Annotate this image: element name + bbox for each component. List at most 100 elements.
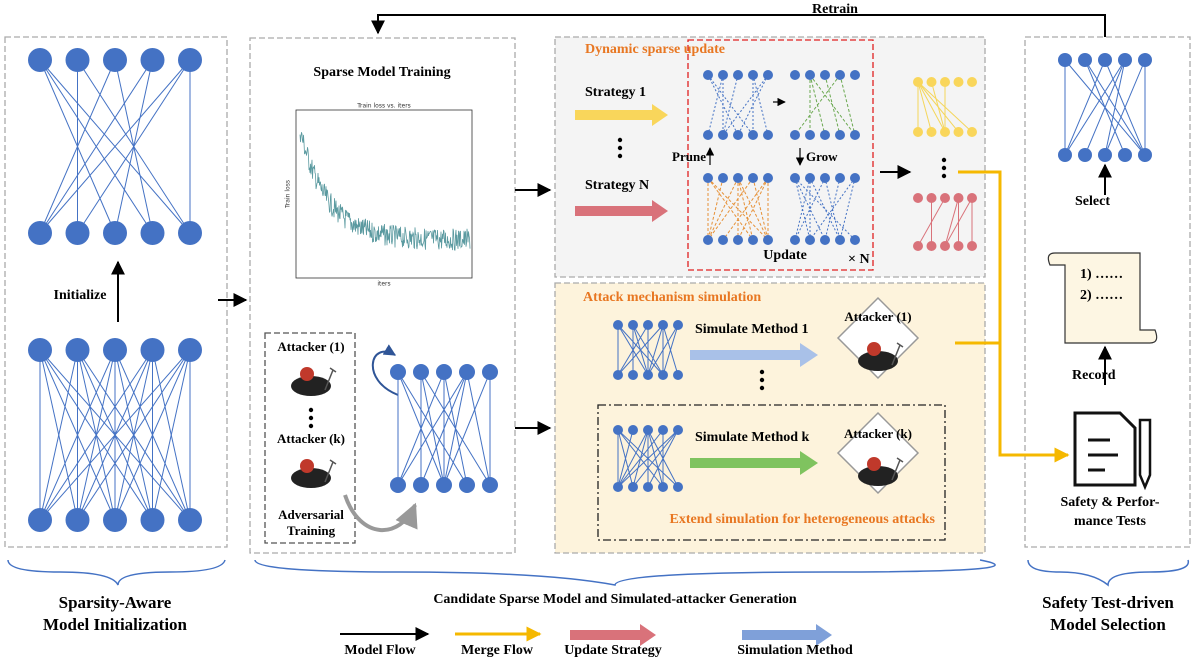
node <box>940 127 950 137</box>
attacker-fork <box>891 457 904 481</box>
node <box>673 320 683 330</box>
edge <box>647 429 679 488</box>
node <box>820 235 830 245</box>
merge-line <box>958 170 1070 463</box>
node <box>820 70 830 80</box>
strategy-1-arrow <box>575 104 668 126</box>
legend-method-arrow <box>742 624 832 646</box>
node <box>835 173 845 183</box>
pencil <box>1138 418 1152 491</box>
attack-box <box>554 282 986 554</box>
node <box>65 338 90 362</box>
network <box>28 48 202 245</box>
node <box>763 130 773 140</box>
node <box>140 221 165 245</box>
node <box>850 173 860 183</box>
node <box>913 241 923 251</box>
node <box>820 173 830 183</box>
node <box>953 241 964 251</box>
edge <box>707 177 754 241</box>
edge <box>443 371 468 486</box>
node <box>703 70 713 80</box>
plot-ylabel: Train loss <box>285 180 292 209</box>
node <box>967 127 977 137</box>
merge-flow <box>455 170 1070 642</box>
node <box>178 508 202 532</box>
brace <box>254 559 996 586</box>
extend-box <box>597 404 946 541</box>
node <box>718 130 728 140</box>
node <box>1058 148 1072 162</box>
section-label: Safety Test-driven <box>1042 593 1174 612</box>
node <box>763 235 773 245</box>
node <box>1098 53 1112 67</box>
attacker-icon <box>858 342 904 371</box>
node <box>1058 53 1072 67</box>
edge <box>722 177 769 241</box>
node <box>718 173 728 183</box>
network <box>703 173 773 245</box>
node <box>733 70 743 80</box>
edge <box>824 74 841 136</box>
node <box>436 364 452 380</box>
network <box>790 70 860 140</box>
node <box>820 130 830 140</box>
node <box>103 338 127 362</box>
edge <box>39 59 116 234</box>
middle-box <box>249 37 516 554</box>
doc-lines <box>1088 438 1118 472</box>
legend-label: Model Flow <box>344 643 416 658</box>
node <box>703 130 713 140</box>
node <box>178 48 202 72</box>
node <box>940 241 950 251</box>
node <box>459 477 475 493</box>
dot <box>759 377 765 383</box>
strategy-n-arrow <box>575 200 668 222</box>
legend-label: Merge Flow <box>461 643 534 658</box>
node <box>140 508 165 532</box>
node <box>28 48 52 72</box>
node <box>835 70 845 80</box>
doc <box>1073 411 1137 487</box>
edge <box>39 349 78 521</box>
node <box>1138 53 1152 67</box>
section-label: Model Initialization <box>43 615 188 634</box>
node <box>459 364 475 380</box>
attacker-head <box>300 459 314 473</box>
node <box>1078 148 1092 162</box>
edge <box>647 324 664 376</box>
label: Extend simulation for heterogeneous atta… <box>670 512 936 527</box>
node <box>926 241 937 251</box>
edge <box>737 177 769 241</box>
edge <box>647 324 679 376</box>
node <box>913 193 923 203</box>
network <box>390 364 498 493</box>
edge <box>707 177 724 241</box>
edge <box>737 74 769 136</box>
edge <box>443 371 491 486</box>
label: × N <box>848 252 870 267</box>
edge <box>1064 59 1106 156</box>
legend-update-arrow <box>570 624 656 646</box>
node <box>436 477 452 493</box>
label: Attacker (1) <box>277 339 344 354</box>
edge <box>77 59 191 234</box>
diamond <box>836 296 920 380</box>
edge <box>1084 59 1126 156</box>
edge <box>617 324 649 376</box>
label: Adversarial <box>278 507 344 522</box>
node <box>482 364 498 380</box>
edge <box>944 197 973 247</box>
node <box>733 130 743 140</box>
node <box>835 130 845 140</box>
scroll <box>1047 252 1158 344</box>
edge <box>707 177 769 241</box>
node <box>658 370 668 380</box>
node <box>628 482 638 492</box>
label: 2) …… <box>1080 288 1123 303</box>
node <box>28 508 52 532</box>
section-label: Model Selection <box>1050 615 1166 634</box>
attacker-fork <box>891 342 904 366</box>
label: Grow <box>806 149 838 164</box>
